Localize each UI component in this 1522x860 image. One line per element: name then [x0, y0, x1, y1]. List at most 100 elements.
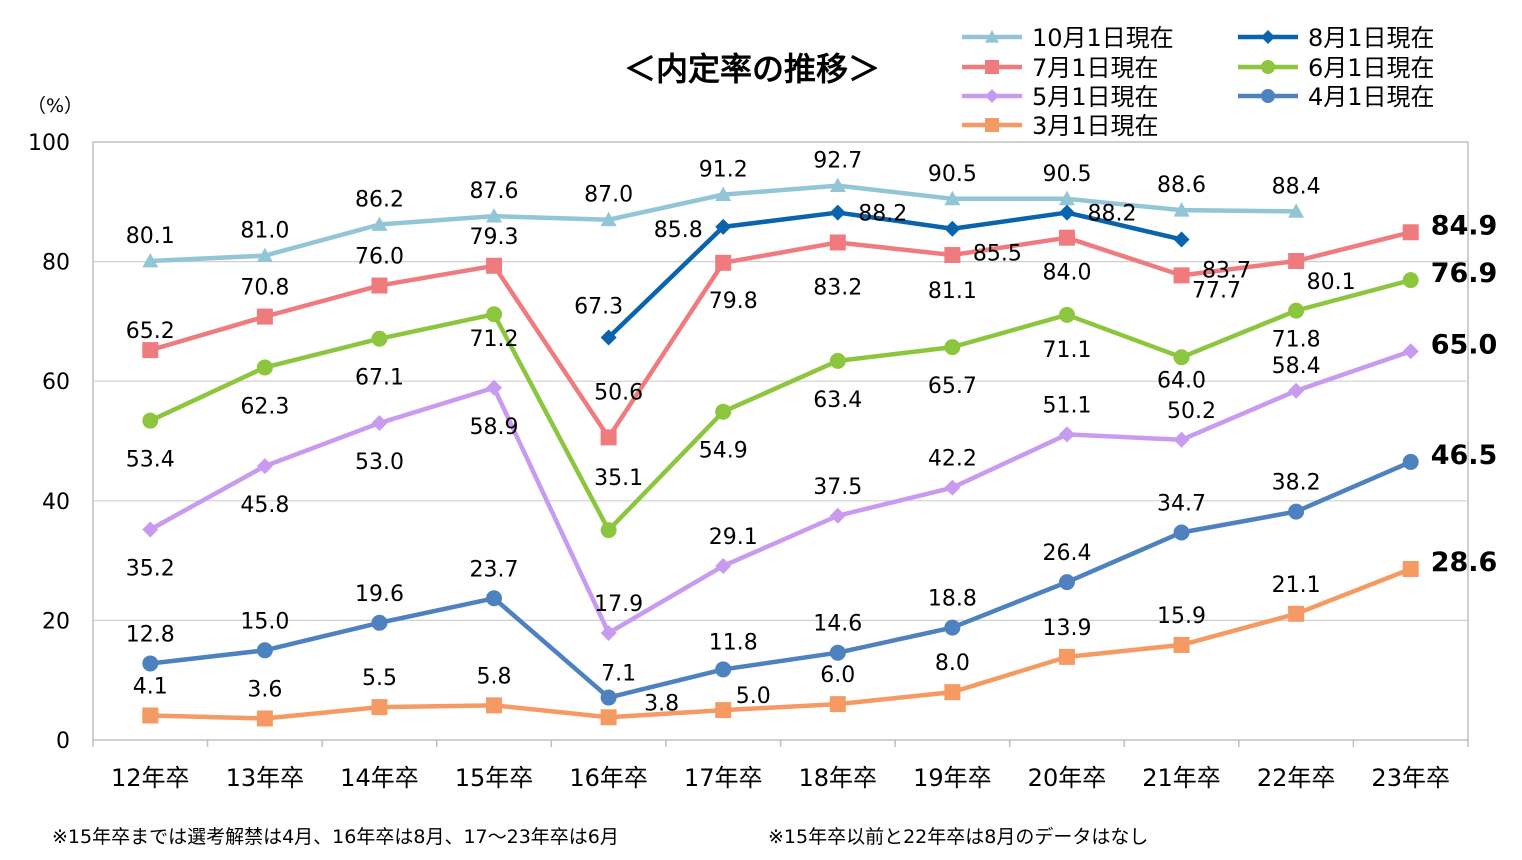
chart-title: ＜内定率の推移＞	[624, 50, 880, 88]
data-point	[371, 277, 388, 294]
data-point	[142, 655, 159, 672]
data-point	[371, 699, 388, 716]
data-label: 91.2	[699, 158, 748, 183]
data-point	[1402, 453, 1419, 470]
data-label: 88.2	[1087, 202, 1136, 227]
data-label: 79.8	[709, 289, 758, 314]
data-point	[944, 339, 961, 356]
data-label: 50.6	[594, 380, 643, 405]
data-point	[371, 614, 388, 631]
legend-label: 6月1日現在	[1308, 54, 1435, 82]
data-label: 87.6	[470, 179, 519, 204]
data-label: 8.0	[935, 651, 970, 676]
data-point	[142, 521, 159, 538]
legend-label: 7月1日現在	[1032, 54, 1159, 82]
y-axis-label: （%）	[27, 95, 83, 117]
data-label: 38.2	[1272, 471, 1321, 496]
data-label: 92.7	[813, 149, 862, 174]
data-point	[715, 557, 732, 574]
data-label: 58.9	[470, 415, 519, 440]
data-label: 26.4	[1042, 541, 1091, 566]
data-point	[1402, 272, 1419, 289]
series-line	[149, 277, 1412, 533]
data-point	[1058, 648, 1075, 665]
data-point	[371, 216, 388, 231]
data-point	[1058, 229, 1075, 246]
data-label: 90.5	[928, 162, 977, 187]
data-point	[715, 661, 732, 678]
data-label: 71.8	[1272, 328, 1321, 353]
data-label: 14.6	[813, 612, 862, 637]
legend-marker	[985, 60, 999, 74]
data-point	[486, 257, 503, 274]
data-label: 65.2	[126, 319, 175, 344]
data-point	[1402, 224, 1419, 241]
legend-marker	[1261, 89, 1275, 103]
data-label: 83.7	[1202, 258, 1251, 283]
data-label: 12.8	[126, 622, 175, 647]
data-label: 35.1	[594, 466, 643, 491]
y-tick-label: 100	[28, 131, 70, 156]
data-point	[715, 254, 732, 271]
data-label: 50.2	[1167, 399, 1216, 424]
series-line	[607, 210, 1183, 340]
data-point	[1173, 349, 1190, 366]
data-label: 67.3	[574, 295, 623, 320]
x-tick-label: 20年卒	[1028, 764, 1107, 792]
data-label: 58.4	[1272, 354, 1321, 379]
data-point	[1173, 202, 1190, 217]
data-point	[715, 403, 732, 420]
data-point	[256, 642, 273, 659]
data-point	[944, 619, 961, 636]
series-lines	[149, 183, 1412, 721]
x-tick-label: 12年卒	[111, 764, 190, 792]
data-point	[1058, 190, 1075, 206]
data-label: 3.8	[644, 691, 679, 716]
data-label: 64.0	[1157, 368, 1206, 393]
data-point	[829, 177, 846, 193]
data-point	[256, 247, 273, 263]
data-point	[486, 379, 503, 396]
data-label: 85.5	[973, 242, 1022, 267]
data-point	[944, 684, 961, 701]
legend-marker	[1261, 60, 1275, 74]
data-label: 90.5	[1042, 162, 1091, 187]
data-point	[829, 204, 846, 221]
data-point	[944, 247, 961, 264]
data-point	[1058, 204, 1075, 221]
data-label: 15.9	[1157, 604, 1206, 629]
data-label: 45.8	[240, 493, 289, 518]
data-label: 6.0	[820, 663, 855, 688]
data-label: 76.9	[1431, 258, 1498, 289]
data-point	[1288, 382, 1305, 399]
footnote-right: ※15年卒以前と22年卒は8月のデータはなし	[768, 826, 1149, 848]
legend-marker	[1261, 30, 1275, 44]
data-label: 80.1	[126, 224, 175, 249]
data-label: 76.0	[355, 245, 404, 270]
data-label: 18.8	[928, 587, 977, 612]
data-point	[142, 253, 159, 268]
data-point	[1173, 636, 1190, 653]
series-markers	[142, 177, 1419, 727]
data-label: 54.9	[699, 439, 748, 464]
data-point	[1058, 426, 1075, 443]
data-label: 65.0	[1431, 329, 1498, 360]
data-label: 84.9	[1431, 210, 1498, 241]
data-label: 67.1	[355, 366, 404, 391]
x-tick-label: 21年卒	[1142, 764, 1221, 792]
data-point	[944, 220, 961, 237]
legend-label: 8月1日現在	[1308, 24, 1435, 52]
data-point	[715, 186, 732, 202]
data-point	[256, 359, 273, 376]
data-label: 62.3	[240, 394, 289, 419]
footnote-left: ※15年卒までは選考解禁は4月、16年卒は8月、17～23年卒は6月	[52, 826, 619, 848]
data-label: 3.6	[247, 677, 282, 702]
legend-marker	[985, 30, 999, 43]
legend-label: 5月1日現在	[1032, 83, 1159, 111]
data-point	[1173, 431, 1190, 448]
data-point	[944, 190, 961, 206]
data-point	[1173, 267, 1190, 284]
data-label: 28.6	[1431, 547, 1498, 578]
data-label: 79.3	[470, 225, 519, 250]
data-point	[829, 507, 846, 524]
